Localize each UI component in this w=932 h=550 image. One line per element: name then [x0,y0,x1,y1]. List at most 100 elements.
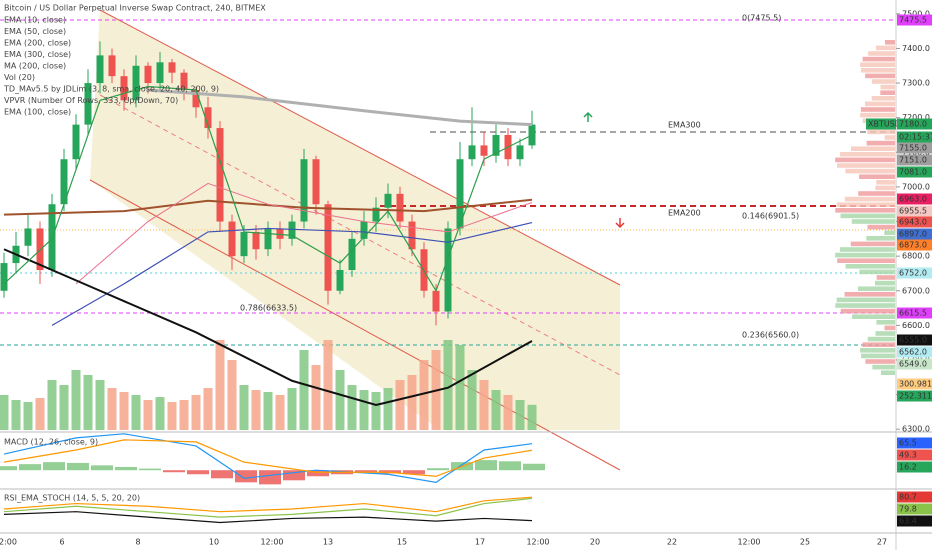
x-tick-label: 6 [59,538,64,547]
macd-bar [19,464,41,471]
price-tag [897,449,932,461]
macd-bar [235,470,257,483]
macd-bar [211,470,233,479]
price-tag [897,503,932,515]
profile-bar [835,157,895,163]
candle-body [0,263,8,291]
price-tag [897,154,932,166]
candle-body [216,128,224,222]
candle-body [324,204,332,291]
candle-body [240,231,248,257]
profile-bar [880,84,895,90]
candle-body [468,145,476,160]
profile-bar [875,331,895,336]
volume-bar [467,370,477,430]
candle-body [228,221,236,257]
price-tag [897,437,932,449]
price-tag-label: 6963.0 [899,195,927,204]
macd-line [3,433,533,483]
volume-bar [491,390,501,430]
indicator-line [147,88,533,127]
volume-bar [83,375,93,430]
macd-bar [91,465,113,471]
profile-bar [835,303,895,308]
macd-bar [283,470,305,481]
candle-body [84,83,92,125]
y-tick-label: 7300.0 [902,79,930,88]
annotation: EMA300 [668,121,701,130]
candle-body [336,270,344,291]
profile-bar [862,56,895,62]
profile-bar [859,174,895,179]
macd-bar [475,460,497,471]
profile-bar [876,180,895,185]
price-tag [897,239,932,251]
candle-body [144,65,152,84]
candle-body [120,76,128,101]
candle-body [204,107,212,129]
legend-entry: EMA (100, close) [4,108,71,117]
price-tag [897,334,932,346]
volume-bar [215,340,225,430]
price-tag [897,378,932,390]
candle-body [96,55,104,84]
price-tag [897,307,932,319]
profile-bar [867,224,895,230]
volume-bar [47,380,57,430]
candle-body [132,65,140,101]
annotation: 0.236(6560.0) [742,331,799,340]
profile-bar [837,258,895,263]
x-tick-label: 17 [475,538,485,547]
macd-bar [427,468,449,471]
candle-body [108,55,116,77]
volume-bar [503,395,513,430]
volume-bar [407,375,417,430]
price-tag [897,166,932,178]
volume-bar [311,365,321,430]
x-tick-label: 13 [323,538,333,547]
candle-body [276,228,284,239]
volume-bar [383,388,393,430]
price-tag-label: 6549.0 [899,360,927,369]
rsi-line [3,511,533,524]
price-tag [897,142,932,154]
price-tag-label: 02:15:37 [899,133,932,142]
candle-body [432,290,440,312]
macd-bar [307,470,329,477]
profile-bar [851,146,895,151]
legend-entry: EMA (10, close) [4,16,66,25]
y-tick-label: 7200.0 [902,113,930,122]
profile-bar [851,219,895,224]
x-tick-label: 2:00 [0,538,17,547]
volume-bar [155,397,165,430]
candle-body [156,62,164,84]
macd-bar [67,462,89,471]
profile-bar [884,325,895,331]
macd-bar [187,470,209,475]
profile-bar [844,196,895,202]
volume-bar [131,395,141,430]
macd-bar [43,462,65,471]
price-tag-label: 80.7 [899,493,917,502]
price-tag-label: 252.311M [899,392,932,401]
candle-body [312,159,320,205]
indicator-line [3,248,533,407]
volume-bar [299,350,309,430]
macd-title: MACD (12, 26, close, 9) [4,438,98,447]
volume-bar [347,385,357,430]
indicator-line [51,221,533,326]
volume-bar [263,392,273,430]
price-tag [897,461,932,473]
price-tag-label: XBTUSD [868,120,901,129]
profile-bar [860,112,895,118]
legend-entry: Vol (20) [4,73,35,82]
candle-body [180,72,188,90]
volume-bar [71,370,81,430]
profile-bar [884,135,895,140]
profile-bar [884,230,895,235]
volume-bar [11,400,21,430]
profile-bar [866,140,895,146]
profile-bar [859,269,895,275]
candle-body [192,90,200,108]
price-tag-label: 6873.0 [899,241,927,250]
